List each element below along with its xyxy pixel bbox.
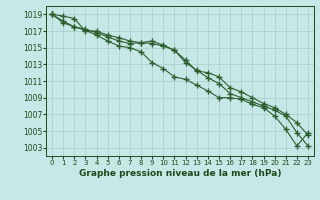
X-axis label: Graphe pression niveau de la mer (hPa): Graphe pression niveau de la mer (hPa) [79,169,281,178]
